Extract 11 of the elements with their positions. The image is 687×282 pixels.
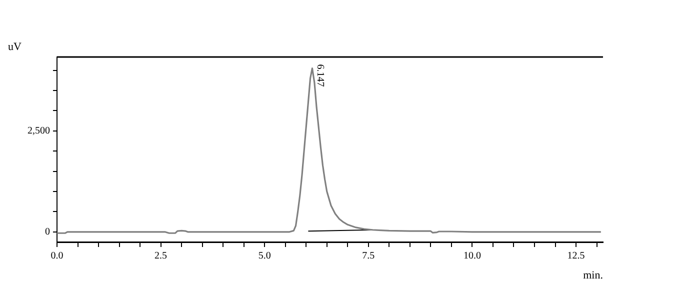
y-axis-title: uV xyxy=(8,40,22,53)
x-tick-label: 5.0 xyxy=(258,250,271,262)
x-tick-label: 2.5 xyxy=(154,250,168,262)
x-tick-label: 10.0 xyxy=(463,250,481,262)
y-tick-label: 0 xyxy=(45,226,50,238)
x-tick-label: 7.5 xyxy=(362,250,375,262)
y-tick-label: 2,500 xyxy=(28,126,50,137)
annotation: 6.147 xyxy=(314,64,326,87)
x-tick-label: 12.5 xyxy=(567,250,585,262)
x-tick-label: 0.0 xyxy=(50,250,64,262)
x-axis-title: min. xyxy=(583,269,604,282)
